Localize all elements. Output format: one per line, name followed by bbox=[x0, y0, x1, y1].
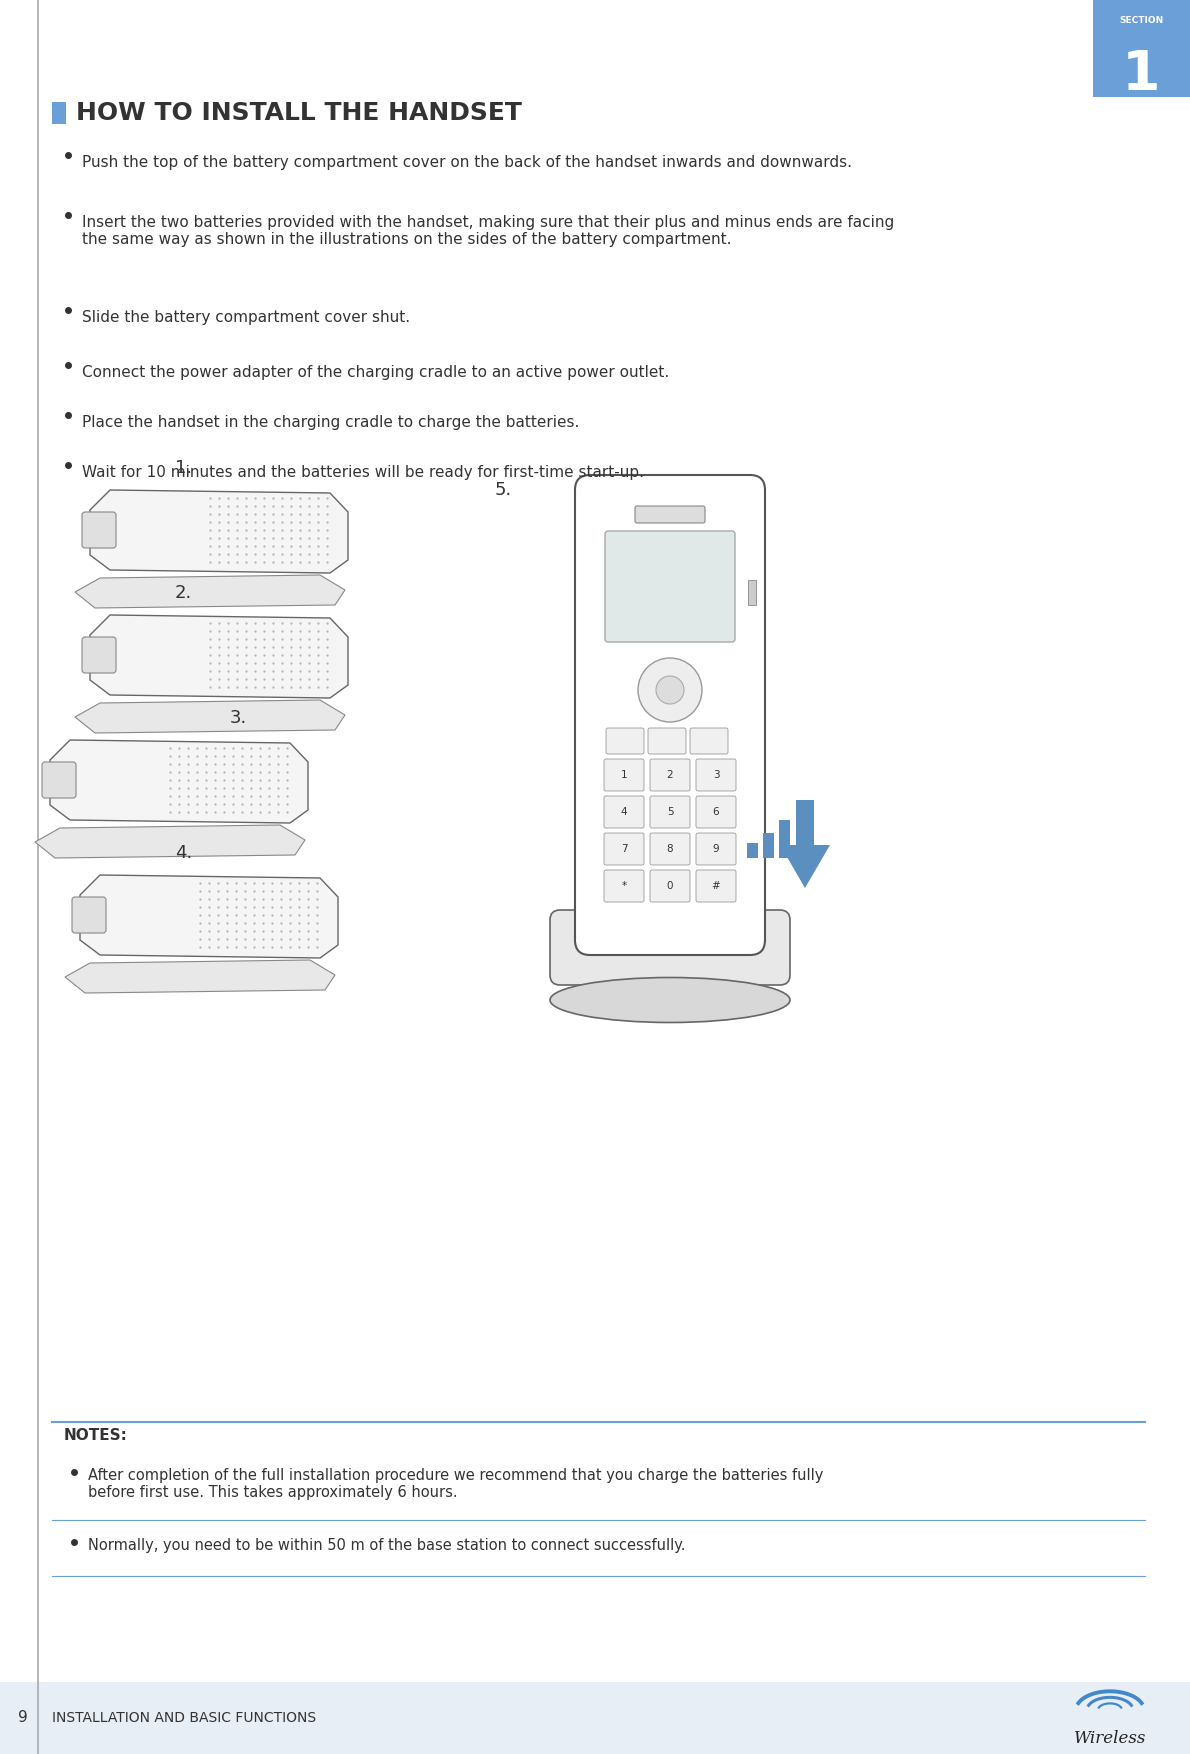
FancyBboxPatch shape bbox=[82, 512, 115, 547]
Text: HOW TO INSTALL THE HANDSET: HOW TO INSTALL THE HANDSET bbox=[76, 102, 522, 125]
Text: 2: 2 bbox=[666, 770, 674, 781]
Text: Normally, you need to be within 50 m of the base station to connect successfully: Normally, you need to be within 50 m of … bbox=[88, 1538, 685, 1552]
Text: Slide the battery compartment cover shut.: Slide the battery compartment cover shut… bbox=[82, 310, 411, 324]
Text: 5: 5 bbox=[666, 807, 674, 817]
FancyBboxPatch shape bbox=[42, 761, 76, 798]
FancyBboxPatch shape bbox=[73, 896, 106, 933]
FancyBboxPatch shape bbox=[690, 728, 728, 754]
FancyBboxPatch shape bbox=[635, 505, 704, 523]
Text: 4: 4 bbox=[621, 807, 627, 817]
FancyBboxPatch shape bbox=[606, 728, 644, 754]
FancyBboxPatch shape bbox=[82, 637, 115, 674]
Bar bbox=[0, 1682, 1190, 1754]
Polygon shape bbox=[65, 959, 336, 993]
Text: 8: 8 bbox=[666, 844, 674, 854]
FancyBboxPatch shape bbox=[696, 833, 735, 865]
Text: 3.: 3. bbox=[230, 709, 248, 726]
FancyBboxPatch shape bbox=[1092, 0, 1190, 96]
FancyBboxPatch shape bbox=[696, 796, 735, 828]
FancyBboxPatch shape bbox=[605, 833, 644, 865]
Text: Place the handset in the charging cradle to charge the batteries.: Place the handset in the charging cradle… bbox=[82, 416, 580, 430]
FancyBboxPatch shape bbox=[650, 833, 690, 865]
Text: 6: 6 bbox=[713, 807, 719, 817]
Polygon shape bbox=[75, 575, 345, 609]
Text: SECTION: SECTION bbox=[1119, 16, 1163, 25]
Text: Insert the two batteries provided with the handset, making sure that their plus : Insert the two batteries provided with t… bbox=[82, 216, 894, 247]
Polygon shape bbox=[80, 875, 338, 958]
Circle shape bbox=[638, 658, 702, 723]
Text: 9: 9 bbox=[713, 844, 719, 854]
Text: 1.: 1. bbox=[175, 460, 192, 477]
Text: 5.: 5. bbox=[495, 481, 512, 498]
FancyBboxPatch shape bbox=[696, 759, 735, 791]
Text: 4.: 4. bbox=[175, 844, 193, 861]
FancyBboxPatch shape bbox=[649, 728, 685, 754]
Text: #: # bbox=[712, 881, 720, 891]
Polygon shape bbox=[75, 700, 345, 733]
Text: 2.: 2. bbox=[175, 584, 193, 602]
Ellipse shape bbox=[550, 977, 790, 1023]
Bar bbox=[52, 102, 65, 125]
FancyBboxPatch shape bbox=[650, 870, 690, 902]
FancyBboxPatch shape bbox=[650, 796, 690, 828]
Polygon shape bbox=[35, 824, 305, 858]
Polygon shape bbox=[90, 616, 347, 698]
Polygon shape bbox=[779, 800, 829, 888]
Text: 9: 9 bbox=[18, 1710, 27, 1726]
FancyBboxPatch shape bbox=[696, 870, 735, 902]
Circle shape bbox=[656, 675, 684, 703]
Text: Push the top of the battery compartment cover on the back of the handset inwards: Push the top of the battery compartment … bbox=[82, 154, 852, 170]
Bar bbox=[763, 833, 774, 858]
Text: 1: 1 bbox=[1122, 47, 1160, 102]
FancyBboxPatch shape bbox=[605, 796, 644, 828]
Bar bbox=[747, 844, 758, 858]
Bar bbox=[749, 581, 756, 605]
Bar bbox=[779, 821, 790, 858]
Text: Wait for 10 minutes and the batteries will be ready for first-time start-up.: Wait for 10 minutes and the batteries wi… bbox=[82, 465, 644, 481]
Text: Connect the power adapter of the charging cradle to an active power outlet.: Connect the power adapter of the chargin… bbox=[82, 365, 669, 381]
Text: Wireless: Wireless bbox=[1073, 1729, 1146, 1747]
Text: 0: 0 bbox=[666, 881, 674, 891]
FancyBboxPatch shape bbox=[605, 531, 735, 642]
Text: 7: 7 bbox=[621, 844, 627, 854]
Polygon shape bbox=[90, 489, 347, 574]
FancyBboxPatch shape bbox=[575, 475, 765, 954]
FancyBboxPatch shape bbox=[605, 759, 644, 791]
Text: 1: 1 bbox=[621, 770, 627, 781]
Text: *: * bbox=[621, 881, 627, 891]
FancyBboxPatch shape bbox=[605, 870, 644, 902]
Polygon shape bbox=[50, 740, 308, 823]
FancyBboxPatch shape bbox=[650, 759, 690, 791]
FancyBboxPatch shape bbox=[550, 910, 790, 986]
Text: 3: 3 bbox=[713, 770, 719, 781]
Text: After completion of the full installation procedure we recommend that you charge: After completion of the full installatio… bbox=[88, 1468, 823, 1500]
Text: INSTALLATION AND BASIC FUNCTIONS: INSTALLATION AND BASIC FUNCTIONS bbox=[52, 1710, 317, 1724]
Text: NOTES:: NOTES: bbox=[64, 1428, 127, 1444]
